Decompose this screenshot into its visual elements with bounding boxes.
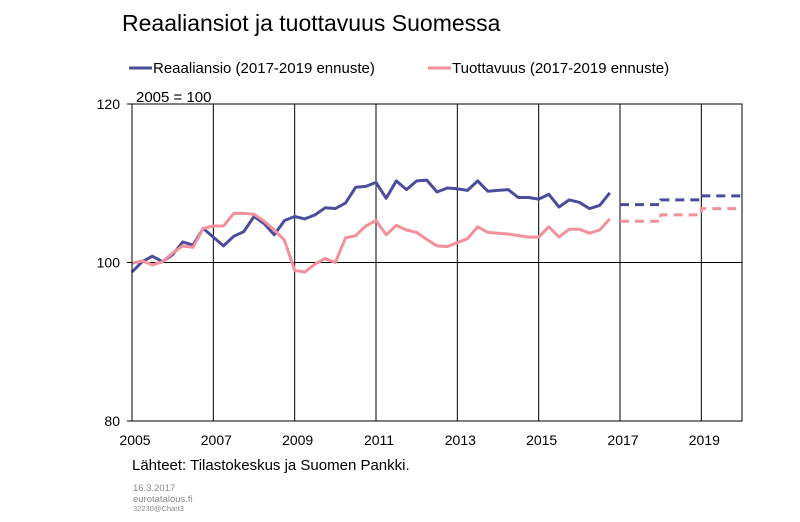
x-tick-label-2017: 2017	[607, 432, 638, 448]
x-tick-label-2009: 2009	[282, 432, 313, 448]
x-tick-label-2015: 2015	[526, 432, 557, 448]
x-tick-label-2005: 2005	[119, 432, 150, 448]
y-tick-label-80: 80	[104, 413, 120, 429]
series-line-3	[620, 207, 742, 223]
source-note: Lähteet: Tilastokeskus ja Suomen Pankki.	[132, 457, 410, 474]
meta-id: 32230@Chart3	[133, 504, 184, 513]
x-tick-label-2007: 2007	[201, 432, 232, 448]
plot-area: 80 100 120 2005 2007 2009 2011 2013 2015 2017 2019	[97, 96, 743, 448]
series-line-0	[130, 178, 611, 274]
meta-site: eurotatalous.fi	[133, 494, 193, 505]
y-tick-label-120: 120	[97, 96, 121, 112]
series-line-2	[620, 194, 742, 207]
legend: Reaaliansio (2017-2019 ennuste) Tuottavu…	[129, 60, 669, 77]
x-tick-label-2011: 2011	[364, 432, 394, 448]
legend-label-reaaliansio: Reaaliansio (2017-2019 ennuste)	[153, 60, 375, 77]
series-line-1	[131, 211, 611, 274]
legend-label-tuottavuus: Tuottavuus (2017-2019 ennuste)	[452, 60, 669, 77]
y-tick-label-100: 100	[97, 255, 121, 271]
chart-title: Reaaliansiot ja tuottavuus Suomessa	[122, 10, 501, 36]
meta-date: 16.3.2017	[133, 483, 175, 494]
axis-note: 2005 = 100	[136, 89, 212, 106]
x-tick-label-2013: 2013	[445, 432, 476, 448]
x-tick-label-2019: 2019	[689, 432, 720, 448]
